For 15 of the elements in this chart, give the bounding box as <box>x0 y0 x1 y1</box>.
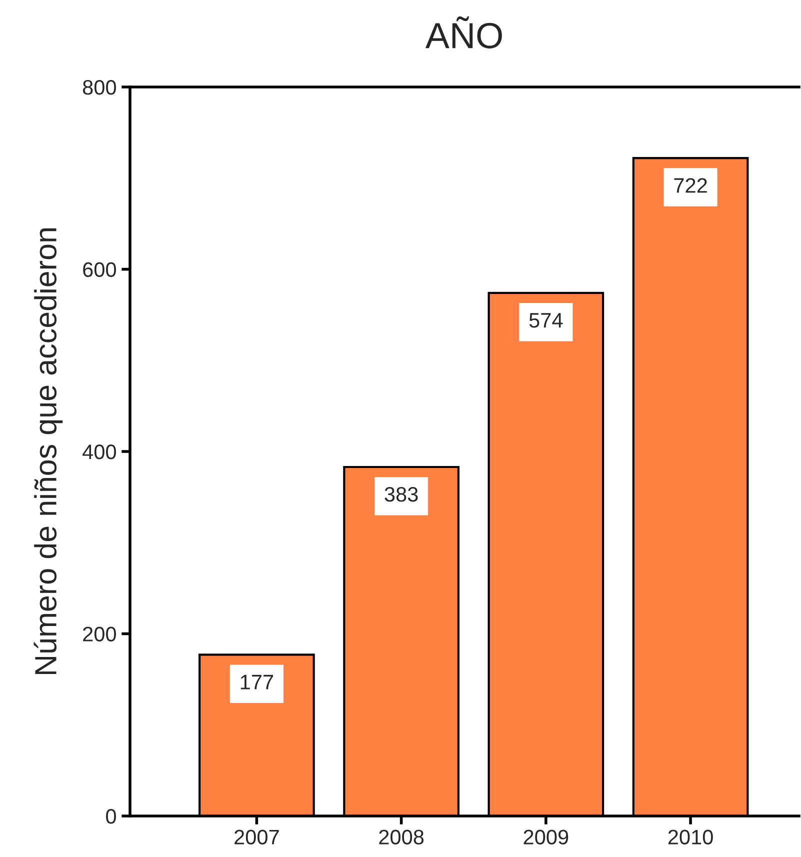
y-tick-label: 0 <box>106 809 116 824</box>
x-tick-label: 2007 <box>234 830 279 844</box>
x-tick-label: 2008 <box>379 830 424 844</box>
data-label: 722 <box>674 178 707 193</box>
x-tick-label: 2009 <box>524 830 568 844</box>
data-label: 574 <box>529 313 563 328</box>
y-tick-label: 800 <box>82 80 116 95</box>
chart-title: AÑO <box>425 16 502 48</box>
data-label: 383 <box>384 486 418 502</box>
data-label: 177 <box>240 674 274 690</box>
y-tick-label: 400 <box>82 444 116 460</box>
y-tick-label: 600 <box>83 262 116 278</box>
y-tick-label: 200 <box>83 626 116 642</box>
y-axis-title: Número de niños que accedieron <box>34 228 63 674</box>
x-tick-label: 2010 <box>668 830 713 844</box>
